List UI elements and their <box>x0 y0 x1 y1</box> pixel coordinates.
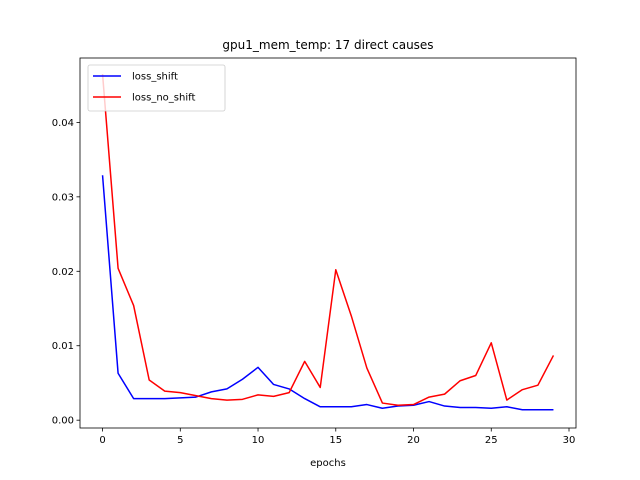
x-tick-label: 30 <box>563 435 576 446</box>
chart-title: gpu1_mem_temp: 17 direct causes <box>222 38 433 52</box>
x-tick-label: 15 <box>329 435 342 446</box>
axes-frame <box>79 57 577 429</box>
x-axis-title: epochs <box>310 458 346 469</box>
legend-box <box>87 64 226 112</box>
y-tick-label: 0.01 <box>52 341 74 352</box>
plot-area: 0 5 10 15 20 25 30 0.00 0.01 0.02 0.03 0.04 <box>52 57 577 446</box>
y-tick-label: 0.03 <box>52 192 74 203</box>
x-tick-label: 5 <box>177 435 183 446</box>
series-line-loss_no_shift <box>101 73 555 407</box>
legend-label-loss_shift: loss_shift <box>132 72 178 83</box>
legend: loss_shift loss_no_shift <box>87 64 226 112</box>
y-tick-label: 0.00 <box>52 416 74 427</box>
series-line-loss_shift <box>101 175 554 411</box>
x-tick-label: 10 <box>252 435 265 446</box>
y-tick-label: 0.04 <box>52 118 74 129</box>
y-tick-label: 0.02 <box>52 267 74 278</box>
x-tick-label: 25 <box>485 435 498 446</box>
x-tick-label: 0 <box>99 435 105 446</box>
legend-label-loss_no_shift: loss_no_shift <box>132 93 195 104</box>
x-tick-label: 20 <box>407 435 420 446</box>
